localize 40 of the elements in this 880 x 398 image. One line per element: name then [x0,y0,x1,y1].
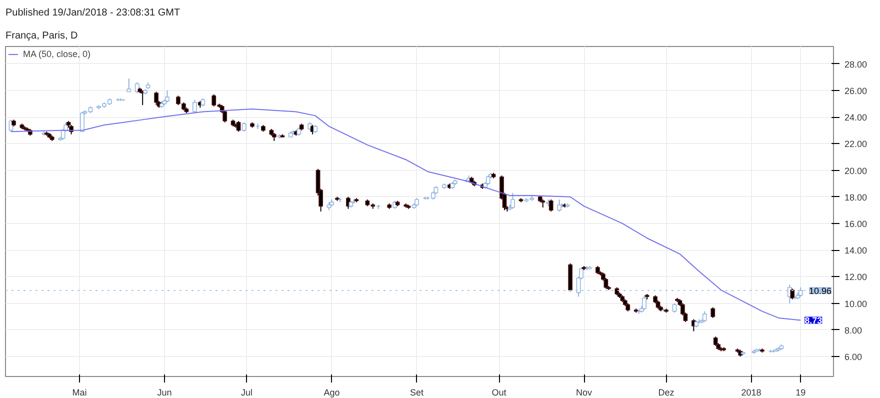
x-tick-label: 2018 [741,388,762,398]
text: Published 19/Jan/2018 - 23:08:31 GMT [6,8,180,18]
ref-line-label: 10.96 [808,286,832,296]
y-tick-label: 24.00 [844,112,868,123]
x-tick-label: Mai [72,388,87,398]
candlestick [702,310,707,322]
candlestick [798,286,803,298]
y-tick-label: 28.00 [844,59,868,70]
candlestick [710,306,716,318]
candlestick [192,99,197,114]
candlestick [80,111,84,132]
candlestick [486,175,490,186]
y-tick-label: 10.00 [844,298,868,309]
y-tick-label: 18.00 [844,192,868,202]
y-tick-label: 20.00 [844,166,868,176]
x-tick-label: Dez [658,388,675,398]
y-tick-label: 16.00 [844,218,868,229]
candlestick [713,336,718,346]
y-tick-label: 12.00 [844,272,868,282]
y-tick-label: 14.00 [844,246,868,256]
line-series [10,108,802,321]
candlestick [672,302,677,314]
x-tick-label: Jul [241,388,253,398]
annotation: 8.73 [804,316,822,326]
x-tick-label: Nov [576,388,593,398]
y-tick-label: 22.00 [844,139,868,150]
legend-label: MA (50, close, 0) [23,49,91,59]
candlestick [154,91,158,106]
candlestick [510,192,515,210]
chart-title: França, Paris, D [6,30,78,42]
candlestick [126,78,132,92]
x-tick-label: Set [410,388,424,398]
y-tick-label: 26.00 [844,86,868,96]
y-tick-label: 8.00 [844,325,862,336]
x-tick-label: 19 [796,388,806,398]
y-tick-label: 6.00 [844,352,862,362]
x-tick-label: Ago [324,388,340,398]
x-tick-label: Jun [157,388,172,398]
x-tick-label: Out [492,388,507,398]
candlestick [165,90,170,103]
